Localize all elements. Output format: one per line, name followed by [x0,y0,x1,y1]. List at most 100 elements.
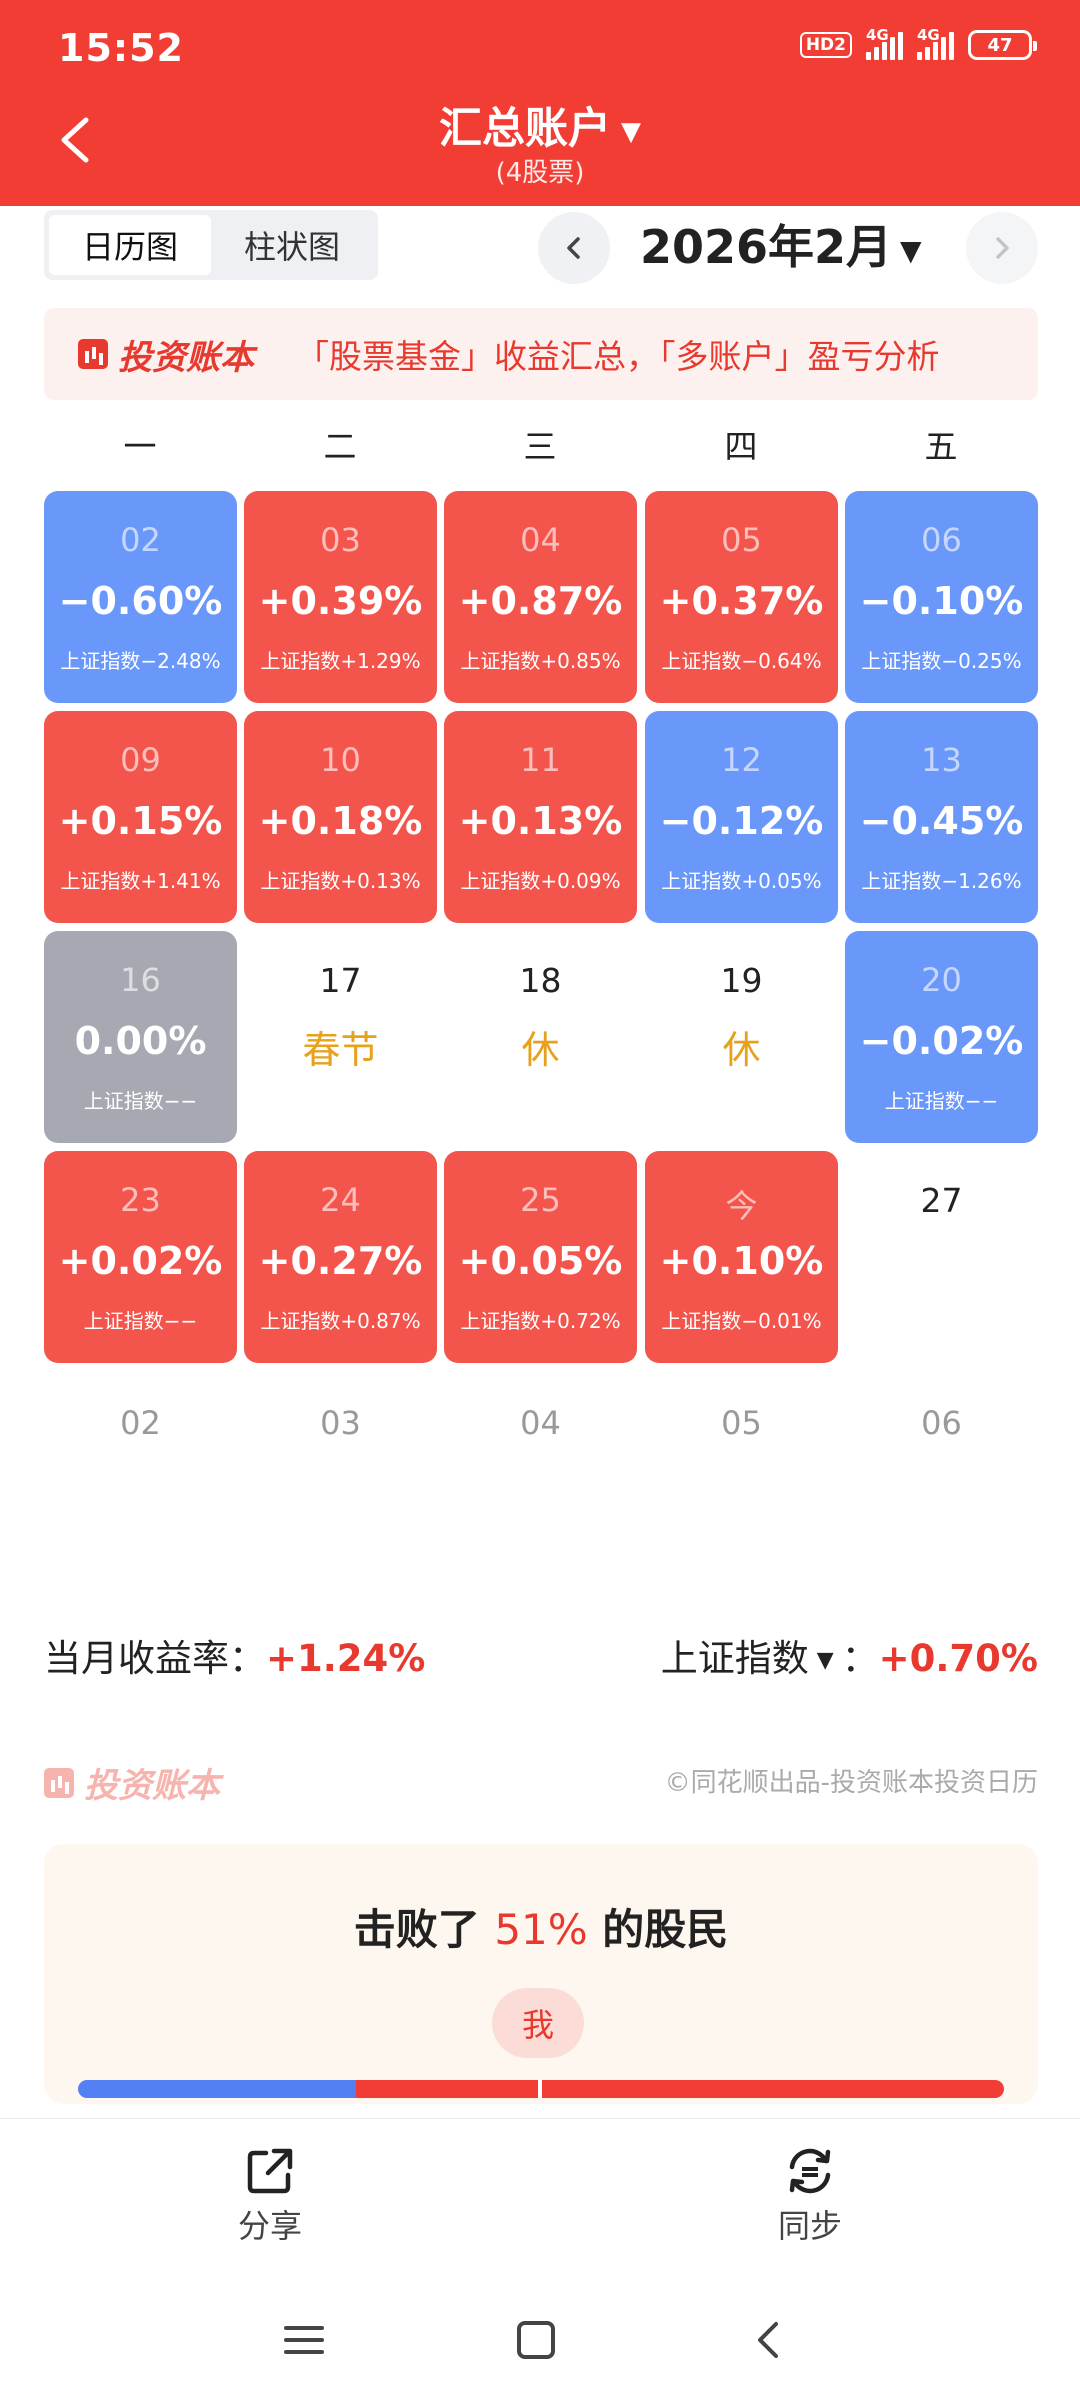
home-nav-button[interactable] [514,2318,558,2366]
ranking-pre: 击败了 [353,1905,495,1954]
account-selector[interactable]: 汇总账户 ▼ [0,94,1080,156]
day-index: 上证指数+0.87% [260,1309,421,1333]
day-index: 上证指数−2.48% [60,649,221,673]
ranking-bar-marker [538,2080,542,2098]
calendar-day[interactable]: 10 +0.18% 上证指数+0.13% [244,711,437,923]
signal-icon: 4G [866,26,903,60]
bottom-action-bar: 分享 同步 [0,2118,1080,2290]
day-return: −0.10% [859,579,1024,623]
share-button[interactable]: 分享 [190,2145,350,2247]
day-index: 上证指数+0.85% [460,649,621,673]
day-return: +0.02% [58,1239,223,1283]
index-selector[interactable]: 上证指数 [660,1637,809,1680]
weekday-header: 一 二 三 四 五 [44,420,1038,476]
day-return: −0.02% [859,1019,1024,1063]
home-square-icon [517,2321,555,2359]
day-return: +0.27% [258,1239,423,1283]
calendar-day-today[interactable]: 今 +0.10% 上证指数−0.01% [645,1151,838,1363]
calendar-day[interactable]: 25 +0.05% 上证指数+0.72% [444,1151,637,1363]
day-number: 04 [520,521,561,559]
holiday-label: 春节 [302,1028,379,1072]
app-header: 15:52 HD2 4G 4G 47 汇总账户 ▼ (4股票) [0,0,1080,206]
calendar-day-holiday[interactable]: 17 春节 [244,931,437,1143]
day-number: 10 [320,741,361,779]
page-subtitle: (4股票) [495,158,585,188]
ranking-title: 击败了 51% 的股民 [44,1896,1038,1957]
menu-nav-button[interactable] [282,2318,326,2366]
day-number: 19 [720,961,763,1000]
monthly-return-label: 当月收益率： [44,1637,266,1680]
back-nav-button[interactable] [748,2318,792,2366]
day-number: 05 [721,521,762,559]
holiday-label: 休 [722,1028,761,1072]
menu-icon [284,2326,324,2354]
ranking-bar-blue [78,2080,356,2098]
day-index: 上证指数+0.72% [460,1309,621,1333]
tab-bar-chart[interactable]: 柱状图 [243,228,340,266]
day-return: 0.00% [74,1019,207,1063]
benchmark-index[interactable]: 上证指数 ▼ ：+0.70% [661,1628,1038,1682]
calendar-day[interactable]: 06 −0.10% 上证指数−0.25% [845,491,1038,703]
calendar-day-holiday[interactable]: 19 休 [645,931,838,1143]
day-return: −0.60% [58,579,223,623]
day-number: 20 [921,961,962,999]
day-number: 11 [520,741,561,779]
day-index: 上证指数−− [83,1309,198,1333]
next-month-day: 06 [921,1404,962,1442]
chart-logo-icon [78,339,108,369]
weekday-label: 一 [123,427,157,466]
day-number: 25 [520,1181,561,1219]
calendar-day[interactable]: 04 +0.87% 上证指数+0.85% [444,491,637,703]
ranking-bar-red [355,2080,1004,2098]
day-index: 上证指数+0.09% [460,869,621,893]
calendar-day[interactable]: 02 −0.60% 上证指数−2.48% [44,491,237,703]
calendar-day[interactable]: 13 −0.45% 上证指数−1.26% [845,711,1038,923]
calendar-day[interactable]: 11 +0.13% 上证指数+0.09% [444,711,637,923]
share-label: 分享 [237,2207,302,2245]
index-value: +0.70% [878,1637,1038,1680]
footer-brand-name: 投资账本 [84,1766,220,1806]
chevron-right-icon [996,237,1009,259]
calendar-day[interactable]: 23 +0.02% 上证指数−− [44,1151,237,1363]
dropdown-caret-icon: ▼ [816,1648,834,1673]
network-label: 4G [866,26,889,44]
monthly-return: 当月收益率：+1.24% [44,1628,425,1682]
sync-icon [789,2148,831,2194]
calendar-day-future[interactable]: 27 [845,1151,1038,1363]
ranking-post: 的股民 [587,1905,729,1954]
next-month-day: 04 [520,1404,561,1442]
day-index: 上证指数−− [83,1089,198,1113]
promo-banner[interactable]: 投资账本 「股票基金」收益汇总，「多账户」盈亏分析 [44,308,1038,400]
back-button[interactable] [48,108,108,172]
day-return: +0.18% [258,799,423,843]
calendar-day[interactable]: 05 +0.37% 上证指数−0.64% [645,491,838,703]
dropdown-caret-icon: ▼ [900,233,922,267]
calendar-day[interactable]: 24 +0.27% 上证指数+0.87% [244,1151,437,1363]
day-return: +0.37% [659,579,824,623]
ranking-card: 击败了 51% 的股民 我 [44,1844,1038,2104]
tab-calendar[interactable]: 日历图 [49,215,211,275]
calendar-day[interactable]: 20 −0.02% 上证指数−− [845,931,1038,1143]
calendar-day[interactable]: 12 −0.12% 上证指数+0.05% [645,711,838,923]
day-number: 13 [921,741,962,779]
day-index: 上证指数−1.26% [861,869,1022,893]
brand-logo: 投资账本 [78,330,254,379]
hd-badge: HD2 [799,32,852,58]
battery-icon: 47 [968,30,1037,60]
calendar-day[interactable]: 09 +0.15% 上证指数+1.41% [44,711,237,923]
calendar-day[interactable]: 03 +0.39% 上证指数+1.29% [244,491,437,703]
month-label: 2026年2月 [640,220,893,274]
dropdown-caret-icon: ▼ [621,116,641,147]
next-month-button[interactable] [966,212,1038,284]
status-time: 15:52 [58,26,184,70]
month-selector[interactable]: 2026年2月 ▼ [640,212,922,282]
sync-button[interactable]: 同步 [730,2145,890,2247]
day-index: 上证指数+0.05% [661,869,822,893]
calendar-day[interactable]: 16 0.00% 上证指数−− [44,931,237,1143]
prev-month-button[interactable] [538,212,610,284]
day-index: 上证指数−0.25% [861,649,1022,673]
calendar-day-holiday[interactable]: 18 休 [444,931,637,1143]
index-colon: ： [841,1637,879,1680]
brand-name: 投资账本 [118,337,254,378]
